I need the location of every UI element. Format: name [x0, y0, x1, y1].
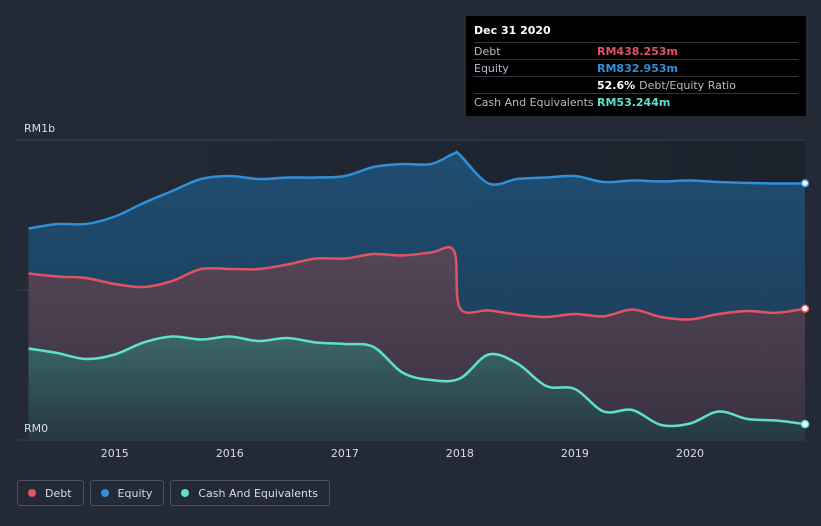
tooltip-date: Dec 31 2020 [474, 24, 551, 37]
legend-item-equity[interactable]: Equity [89, 480, 165, 506]
tooltip-row-ratio: 52.6% Debt/Equity Ratio [474, 76, 798, 93]
x-tick-label: 2018 [446, 447, 474, 460]
tooltip-panel: Dec 31 2020 Debt RM438.253m Equity RM832… [466, 16, 806, 116]
legend-item-cash[interactable]: Cash And Equivalents [170, 480, 330, 506]
x-tick-label: 2017 [331, 447, 359, 460]
x-tick-label: 2020 [676, 447, 704, 460]
tooltip-equity-value: RM832.953m [597, 61, 678, 75]
tooltip-debt-label: Debt [474, 44, 501, 58]
tooltip-ratio-caption: Debt/Equity Ratio [639, 78, 736, 92]
tooltip-cash-label: Cash And Equivalents [474, 95, 594, 109]
x-tick-label: 2016 [216, 447, 244, 460]
cash-dot-icon [181, 489, 190, 497]
cash-and-equivalents-area [28, 336, 805, 440]
x-tick-label: 2015 [101, 447, 129, 460]
tooltip-equity-label: Equity [474, 61, 509, 75]
debt-end-point [800, 304, 810, 313]
equity-dot-icon [100, 489, 109, 497]
legend-cash-label: Cash And Equivalents [198, 486, 318, 500]
x-tick-label: 2019 [561, 447, 589, 460]
tooltip-row-cash: Cash And Equivalents RM53.244m [474, 93, 798, 110]
tooltip-cash-value: RM53.244m [597, 95, 671, 109]
equity-end-point [800, 178, 810, 188]
legend-equity-label: Equity [117, 486, 153, 500]
y-tick-label: RM1b [24, 122, 55, 135]
debt-line [28, 245, 806, 321]
equity-line [28, 150, 806, 230]
tooltip-row-equity: Equity RM832.953m [474, 59, 798, 76]
tooltip-debt-value: RM438.253m [597, 44, 678, 58]
cash-and-equivalents-line [28, 335, 806, 428]
tooltip-row-debt: Debt RM438.253m [474, 42, 798, 59]
debt-dot-icon [28, 489, 36, 497]
cash-and-equivalents-end-point [800, 419, 810, 429]
tooltip-ratio-value: 52.6% [597, 78, 636, 92]
legend-debt-label: Debt [45, 486, 72, 500]
legend: Debt Equity Cash And Equivalents [17, 480, 330, 506]
legend-item-debt[interactable]: Debt [17, 480, 84, 506]
y-tick-label: RM0 [24, 422, 48, 435]
